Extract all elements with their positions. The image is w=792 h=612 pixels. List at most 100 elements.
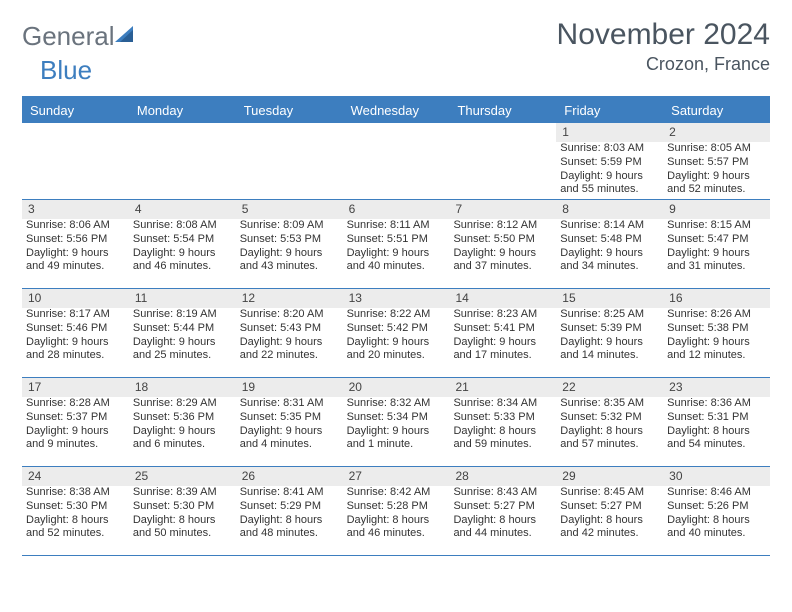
sunrise-text: Sunrise: 8:41 AM — [236, 486, 343, 500]
daylight-text: Daylight: 9 hours and 6 minutes. — [129, 425, 236, 453]
daylight-text: Daylight: 9 hours and 22 minutes. — [236, 336, 343, 364]
sunset-text: Sunset: 5:30 PM — [22, 500, 129, 514]
day-cell — [236, 123, 343, 199]
sunset-text: Sunset: 5:51 PM — [343, 233, 450, 247]
day-number: 16 — [663, 289, 770, 308]
day-number: 26 — [236, 467, 343, 486]
logo: General — [22, 18, 141, 55]
day-number: 6 — [343, 200, 450, 219]
day-cell: 11Sunrise: 8:19 AMSunset: 5:44 PMDayligh… — [129, 289, 236, 377]
sunset-text: Sunset: 5:32 PM — [556, 411, 663, 425]
sunset-text: Sunset: 5:47 PM — [663, 233, 770, 247]
day-number-empty — [343, 123, 450, 142]
day-number: 19 — [236, 378, 343, 397]
day-cell: 27Sunrise: 8:42 AMSunset: 5:28 PMDayligh… — [343, 467, 450, 555]
day-number: 5 — [236, 200, 343, 219]
sunset-text: Sunset: 5:53 PM — [236, 233, 343, 247]
day-cell: 5Sunrise: 8:09 AMSunset: 5:53 PMDaylight… — [236, 200, 343, 288]
day-cell: 17Sunrise: 8:28 AMSunset: 5:37 PMDayligh… — [22, 378, 129, 466]
day-cell: 16Sunrise: 8:26 AMSunset: 5:38 PMDayligh… — [663, 289, 770, 377]
day-cell: 3Sunrise: 8:06 AMSunset: 5:56 PMDaylight… — [22, 200, 129, 288]
day-cell: 1Sunrise: 8:03 AMSunset: 5:59 PMDaylight… — [556, 123, 663, 199]
sunrise-text: Sunrise: 8:32 AM — [343, 397, 450, 411]
daylight-text: Daylight: 9 hours and 1 minute. — [343, 425, 450, 453]
daylight-text: Daylight: 9 hours and 55 minutes. — [556, 170, 663, 198]
sunrise-text: Sunrise: 8:31 AM — [236, 397, 343, 411]
daylight-text: Daylight: 8 hours and 57 minutes. — [556, 425, 663, 453]
day-cell: 28Sunrise: 8:43 AMSunset: 5:27 PMDayligh… — [449, 467, 556, 555]
daylight-text: Daylight: 9 hours and 20 minutes. — [343, 336, 450, 364]
sunrise-text: Sunrise: 8:23 AM — [449, 308, 556, 322]
sunrise-text: Sunrise: 8:05 AM — [663, 142, 770, 156]
day-cell: 8Sunrise: 8:14 AMSunset: 5:48 PMDaylight… — [556, 200, 663, 288]
sunset-text: Sunset: 5:46 PM — [22, 322, 129, 336]
sunset-text: Sunset: 5:56 PM — [22, 233, 129, 247]
daylight-text: Daylight: 9 hours and 12 minutes. — [663, 336, 770, 364]
day-cell: 2Sunrise: 8:05 AMSunset: 5:57 PMDaylight… — [663, 123, 770, 199]
sunrise-text: Sunrise: 8:34 AM — [449, 397, 556, 411]
day-number: 2 — [663, 123, 770, 142]
day-cell: 21Sunrise: 8:34 AMSunset: 5:33 PMDayligh… — [449, 378, 556, 466]
day-cell: 22Sunrise: 8:35 AMSunset: 5:32 PMDayligh… — [556, 378, 663, 466]
day-cell: 14Sunrise: 8:23 AMSunset: 5:41 PMDayligh… — [449, 289, 556, 377]
daylight-text: Daylight: 8 hours and 59 minutes. — [449, 425, 556, 453]
sunrise-text: Sunrise: 8:29 AM — [129, 397, 236, 411]
sunset-text: Sunset: 5:35 PM — [236, 411, 343, 425]
day-cell: 13Sunrise: 8:22 AMSunset: 5:42 PMDayligh… — [343, 289, 450, 377]
day-number: 24 — [22, 467, 129, 486]
logo-text-2: Blue — [40, 55, 92, 86]
sunrise-text: Sunrise: 8:25 AM — [556, 308, 663, 322]
day-cell: 23Sunrise: 8:36 AMSunset: 5:31 PMDayligh… — [663, 378, 770, 466]
month-title: November 2024 — [557, 18, 770, 52]
daylight-text: Daylight: 8 hours and 42 minutes. — [556, 514, 663, 542]
sunrise-text: Sunrise: 8:39 AM — [129, 486, 236, 500]
day-cell: 15Sunrise: 8:25 AMSunset: 5:39 PMDayligh… — [556, 289, 663, 377]
sunrise-text: Sunrise: 8:46 AM — [663, 486, 770, 500]
day-number: 10 — [22, 289, 129, 308]
day-number: 15 — [556, 289, 663, 308]
day-cell: 18Sunrise: 8:29 AMSunset: 5:36 PMDayligh… — [129, 378, 236, 466]
sunset-text: Sunset: 5:36 PM — [129, 411, 236, 425]
day-header: Tuesday — [236, 98, 343, 123]
day-number: 3 — [22, 200, 129, 219]
daylight-text: Daylight: 9 hours and 46 minutes. — [129, 247, 236, 275]
day-header: Monday — [129, 98, 236, 123]
week-row: 1Sunrise: 8:03 AMSunset: 5:59 PMDaylight… — [22, 123, 770, 200]
sunrise-text: Sunrise: 8:38 AM — [22, 486, 129, 500]
daylight-text: Daylight: 9 hours and 9 minutes. — [22, 425, 129, 453]
day-cell — [449, 123, 556, 199]
sunset-text: Sunset: 5:26 PM — [663, 500, 770, 514]
sunset-text: Sunset: 5:27 PM — [449, 500, 556, 514]
day-number: 8 — [556, 200, 663, 219]
sunset-text: Sunset: 5:48 PM — [556, 233, 663, 247]
day-cell — [343, 123, 450, 199]
daylight-text: Daylight: 8 hours and 48 minutes. — [236, 514, 343, 542]
daylight-text: Daylight: 9 hours and 14 minutes. — [556, 336, 663, 364]
location-subtitle: Crozon, France — [557, 54, 770, 75]
daylight-text: Daylight: 8 hours and 50 minutes. — [129, 514, 236, 542]
daylight-text: Daylight: 9 hours and 34 minutes. — [556, 247, 663, 275]
sunrise-text: Sunrise: 8:12 AM — [449, 219, 556, 233]
daylight-text: Daylight: 9 hours and 49 minutes. — [22, 247, 129, 275]
sunrise-text: Sunrise: 8:42 AM — [343, 486, 450, 500]
day-number: 23 — [663, 378, 770, 397]
daylight-text: Daylight: 9 hours and 28 minutes. — [22, 336, 129, 364]
day-cell: 30Sunrise: 8:46 AMSunset: 5:26 PMDayligh… — [663, 467, 770, 555]
day-number: 11 — [129, 289, 236, 308]
sunset-text: Sunset: 5:29 PM — [236, 500, 343, 514]
daylight-text: Daylight: 8 hours and 46 minutes. — [343, 514, 450, 542]
sunset-text: Sunset: 5:34 PM — [343, 411, 450, 425]
sunset-text: Sunset: 5:39 PM — [556, 322, 663, 336]
sunrise-text: Sunrise: 8:20 AM — [236, 308, 343, 322]
day-header: Saturday — [663, 98, 770, 123]
daylight-text: Daylight: 8 hours and 52 minutes. — [22, 514, 129, 542]
day-number-empty — [449, 123, 556, 142]
sunrise-text: Sunrise: 8:03 AM — [556, 142, 663, 156]
daylight-text: Daylight: 9 hours and 40 minutes. — [343, 247, 450, 275]
sunrise-text: Sunrise: 8:15 AM — [663, 219, 770, 233]
day-number: 20 — [343, 378, 450, 397]
day-number: 21 — [449, 378, 556, 397]
sunset-text: Sunset: 5:31 PM — [663, 411, 770, 425]
day-number: 1 — [556, 123, 663, 142]
day-number: 28 — [449, 467, 556, 486]
